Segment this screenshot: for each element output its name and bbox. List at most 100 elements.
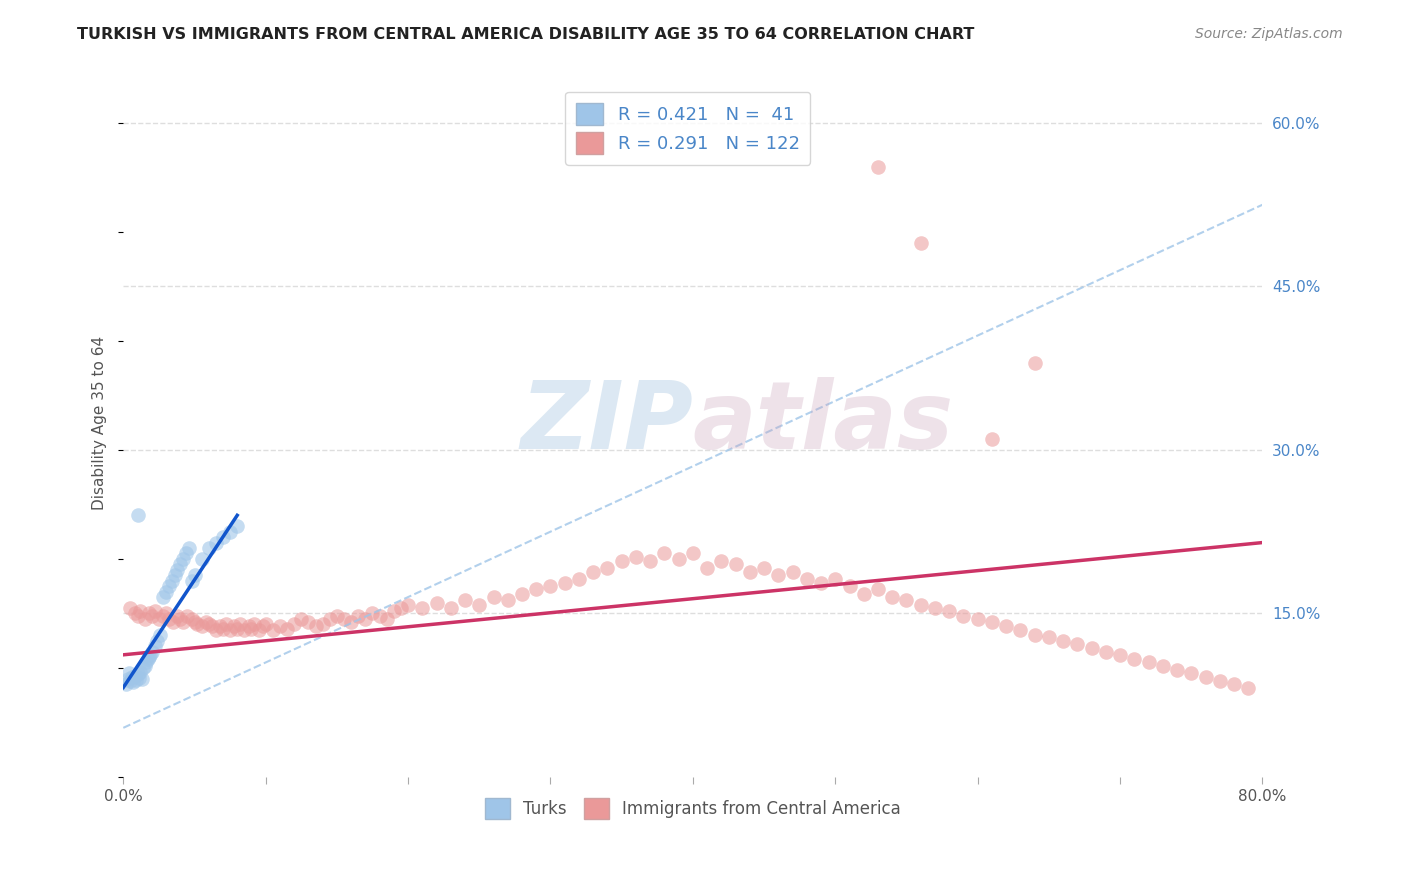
Point: [226, 519, 249, 533]
Point: [183, 615, 205, 629]
Point: [146, 633, 169, 648]
Point: [796, 572, 818, 586]
Point: [411, 601, 433, 615]
Point: [290, 612, 312, 626]
Point: [131, 672, 153, 686]
Point: [252, 619, 274, 633]
Point: [121, 670, 143, 684]
Point: [582, 565, 605, 579]
Point: [238, 619, 260, 633]
Point: [262, 623, 284, 637]
Point: [810, 575, 832, 590]
Point: [333, 612, 356, 626]
Point: [219, 623, 242, 637]
Point: [468, 598, 491, 612]
Point: [143, 604, 166, 618]
Point: [180, 612, 202, 626]
Point: [568, 572, 591, 586]
Point: [254, 617, 277, 632]
Point: [924, 601, 946, 615]
Point: [212, 530, 235, 544]
Point: [554, 575, 576, 590]
Text: Source: ZipAtlas.com: Source: ZipAtlas.com: [1195, 27, 1343, 41]
Point: [157, 612, 180, 626]
Point: [1095, 644, 1118, 658]
Point: [129, 665, 152, 680]
Point: [995, 619, 1018, 633]
Point: [120, 601, 142, 615]
Point: [143, 639, 166, 653]
Point: [1194, 670, 1216, 684]
Point: [160, 574, 183, 588]
Point: [654, 546, 676, 560]
Point: [129, 604, 152, 618]
Point: [624, 549, 647, 564]
Point: [155, 607, 177, 621]
Point: [169, 558, 191, 572]
Point: [124, 668, 146, 682]
Point: [276, 622, 298, 636]
Point: [233, 623, 256, 637]
Point: [139, 648, 162, 662]
Point: [209, 619, 232, 633]
Point: [852, 587, 875, 601]
Point: [269, 619, 291, 633]
Point: [197, 541, 219, 555]
Point: [910, 598, 932, 612]
Point: [440, 601, 463, 615]
Point: [540, 579, 562, 593]
Point: [1237, 681, 1260, 695]
Point: [782, 565, 804, 579]
Point: [319, 612, 342, 626]
Point: [127, 508, 149, 523]
Point: [382, 604, 405, 618]
Point: [118, 666, 141, 681]
Point: [354, 612, 377, 626]
Point: [866, 160, 889, 174]
Point: [166, 563, 188, 577]
Point: [190, 619, 212, 633]
Point: [838, 579, 860, 593]
Point: [155, 584, 177, 599]
Point: [183, 568, 205, 582]
Point: [396, 598, 419, 612]
Point: [125, 673, 148, 687]
Point: [115, 677, 138, 691]
Point: [882, 590, 904, 604]
Point: [482, 590, 505, 604]
Point: [510, 587, 533, 601]
Point: [1223, 677, 1246, 691]
Point: [180, 574, 202, 588]
Point: [1024, 356, 1046, 370]
Point: [768, 568, 790, 582]
Point: [1010, 623, 1032, 637]
Text: TURKISH VS IMMIGRANTS FROM CENTRAL AMERICA DISABILITY AGE 35 TO 64 CORRELATION C: TURKISH VS IMMIGRANTS FROM CENTRAL AMERI…: [77, 27, 974, 42]
Point: [824, 572, 846, 586]
Y-axis label: Disability Age 35 to 64: Disability Age 35 to 64: [93, 335, 107, 509]
Point: [682, 546, 704, 560]
Point: [966, 612, 988, 626]
Point: [127, 608, 149, 623]
Point: [1137, 656, 1160, 670]
Point: [496, 593, 519, 607]
Point: [141, 608, 163, 623]
Point: [229, 617, 252, 632]
Point: [205, 623, 228, 637]
Point: [152, 608, 174, 623]
Point: [177, 541, 200, 555]
Point: [136, 652, 159, 666]
Point: [638, 554, 661, 568]
Point: [132, 661, 155, 675]
Point: [172, 552, 194, 566]
Point: [194, 615, 217, 629]
Point: [224, 619, 246, 633]
Point: [152, 590, 174, 604]
Point: [361, 607, 384, 621]
Point: [163, 568, 186, 582]
Point: [212, 622, 235, 636]
Point: [122, 675, 145, 690]
Point: [128, 671, 150, 685]
Point: [247, 623, 270, 637]
Point: [186, 617, 208, 632]
Point: [120, 673, 142, 688]
